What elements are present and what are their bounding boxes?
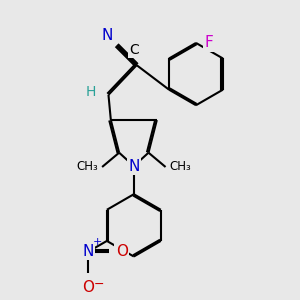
Text: N: N: [128, 158, 140, 173]
Text: N: N: [102, 28, 113, 43]
Text: O: O: [82, 280, 94, 295]
Text: CH₃: CH₃: [77, 160, 98, 173]
Text: C: C: [129, 43, 139, 57]
Text: H: H: [85, 85, 96, 99]
Text: −: −: [94, 278, 104, 291]
Text: F: F: [204, 35, 213, 50]
Text: +: +: [93, 237, 103, 247]
Text: O: O: [116, 244, 128, 259]
Text: CH₃: CH₃: [169, 160, 191, 173]
Text: N: N: [83, 244, 94, 259]
